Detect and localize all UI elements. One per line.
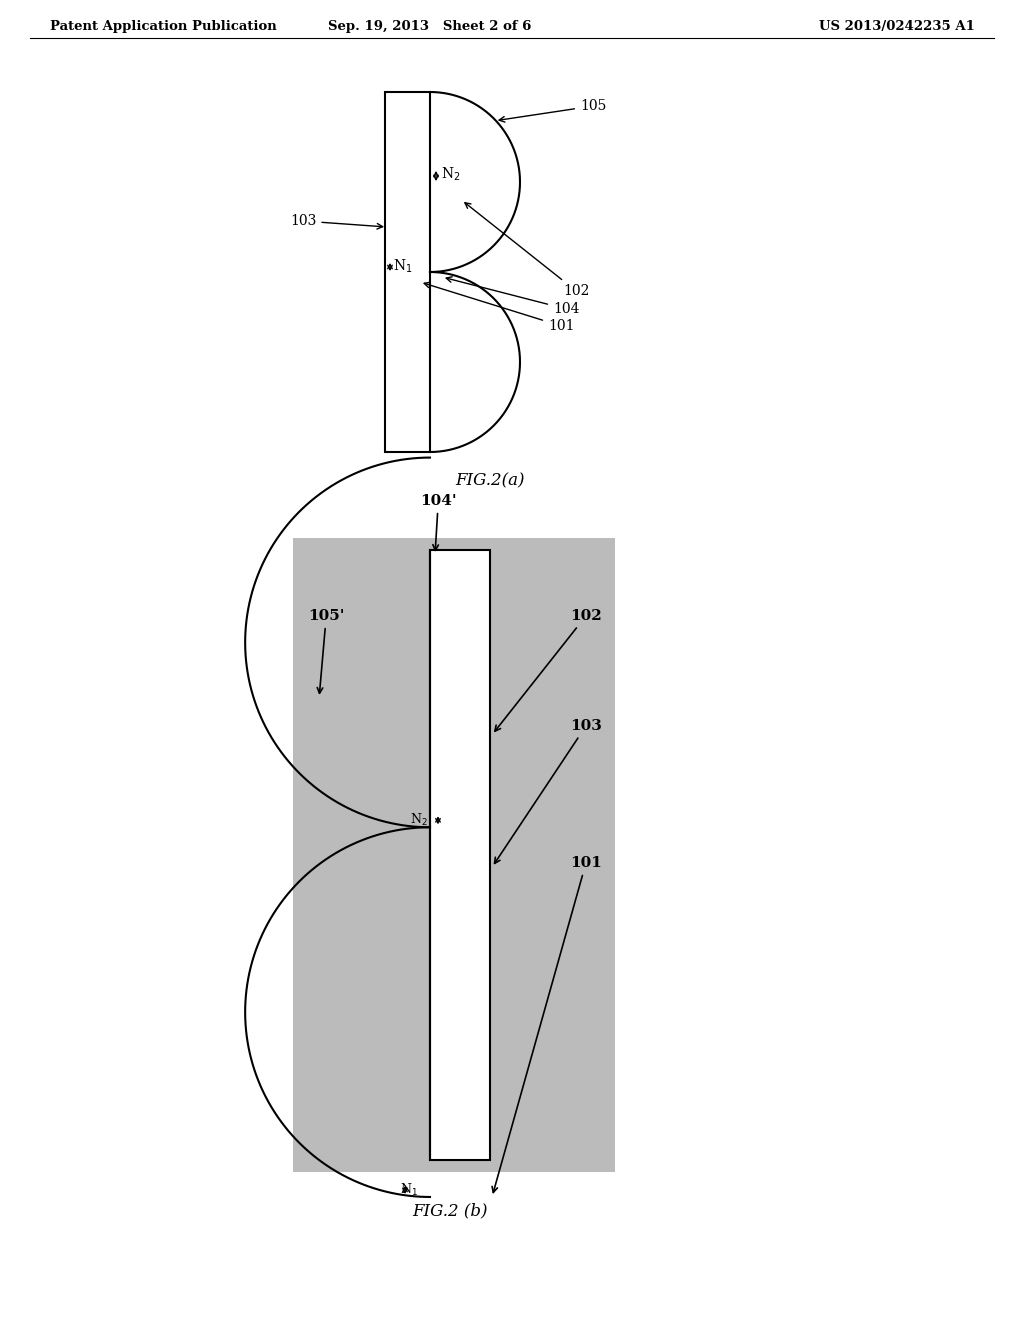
Text: US 2013/0242235 A1: US 2013/0242235 A1 [819,20,975,33]
Bar [385,92,430,451]
Text: N$_1$: N$_1$ [393,257,413,275]
Text: N$_2$: N$_2$ [441,165,461,182]
Text: FIG.2(a): FIG.2(a) [456,473,524,488]
Text: 101: 101 [424,282,574,333]
Bar [430,550,490,1160]
Text: 103: 103 [290,214,383,230]
Text: 104: 104 [446,277,580,315]
Text: FIG.2 (b): FIG.2 (b) [413,1203,487,1218]
Text: N$_1$: N$_1$ [400,1181,418,1199]
Text: 101: 101 [493,855,602,1192]
Text: N$_2$: N$_2$ [410,812,428,829]
Text: 102: 102 [495,609,602,731]
Text: 102: 102 [465,203,590,298]
Text: Sep. 19, 2013   Sheet 2 of 6: Sep. 19, 2013 Sheet 2 of 6 [329,20,531,33]
Text: 103: 103 [495,719,602,863]
Bar [293,539,615,1172]
Text: 105: 105 [499,99,606,121]
Text: 105': 105' [308,609,344,693]
Text: Patent Application Publication: Patent Application Publication [50,20,276,33]
Text: 104': 104' [420,494,457,550]
